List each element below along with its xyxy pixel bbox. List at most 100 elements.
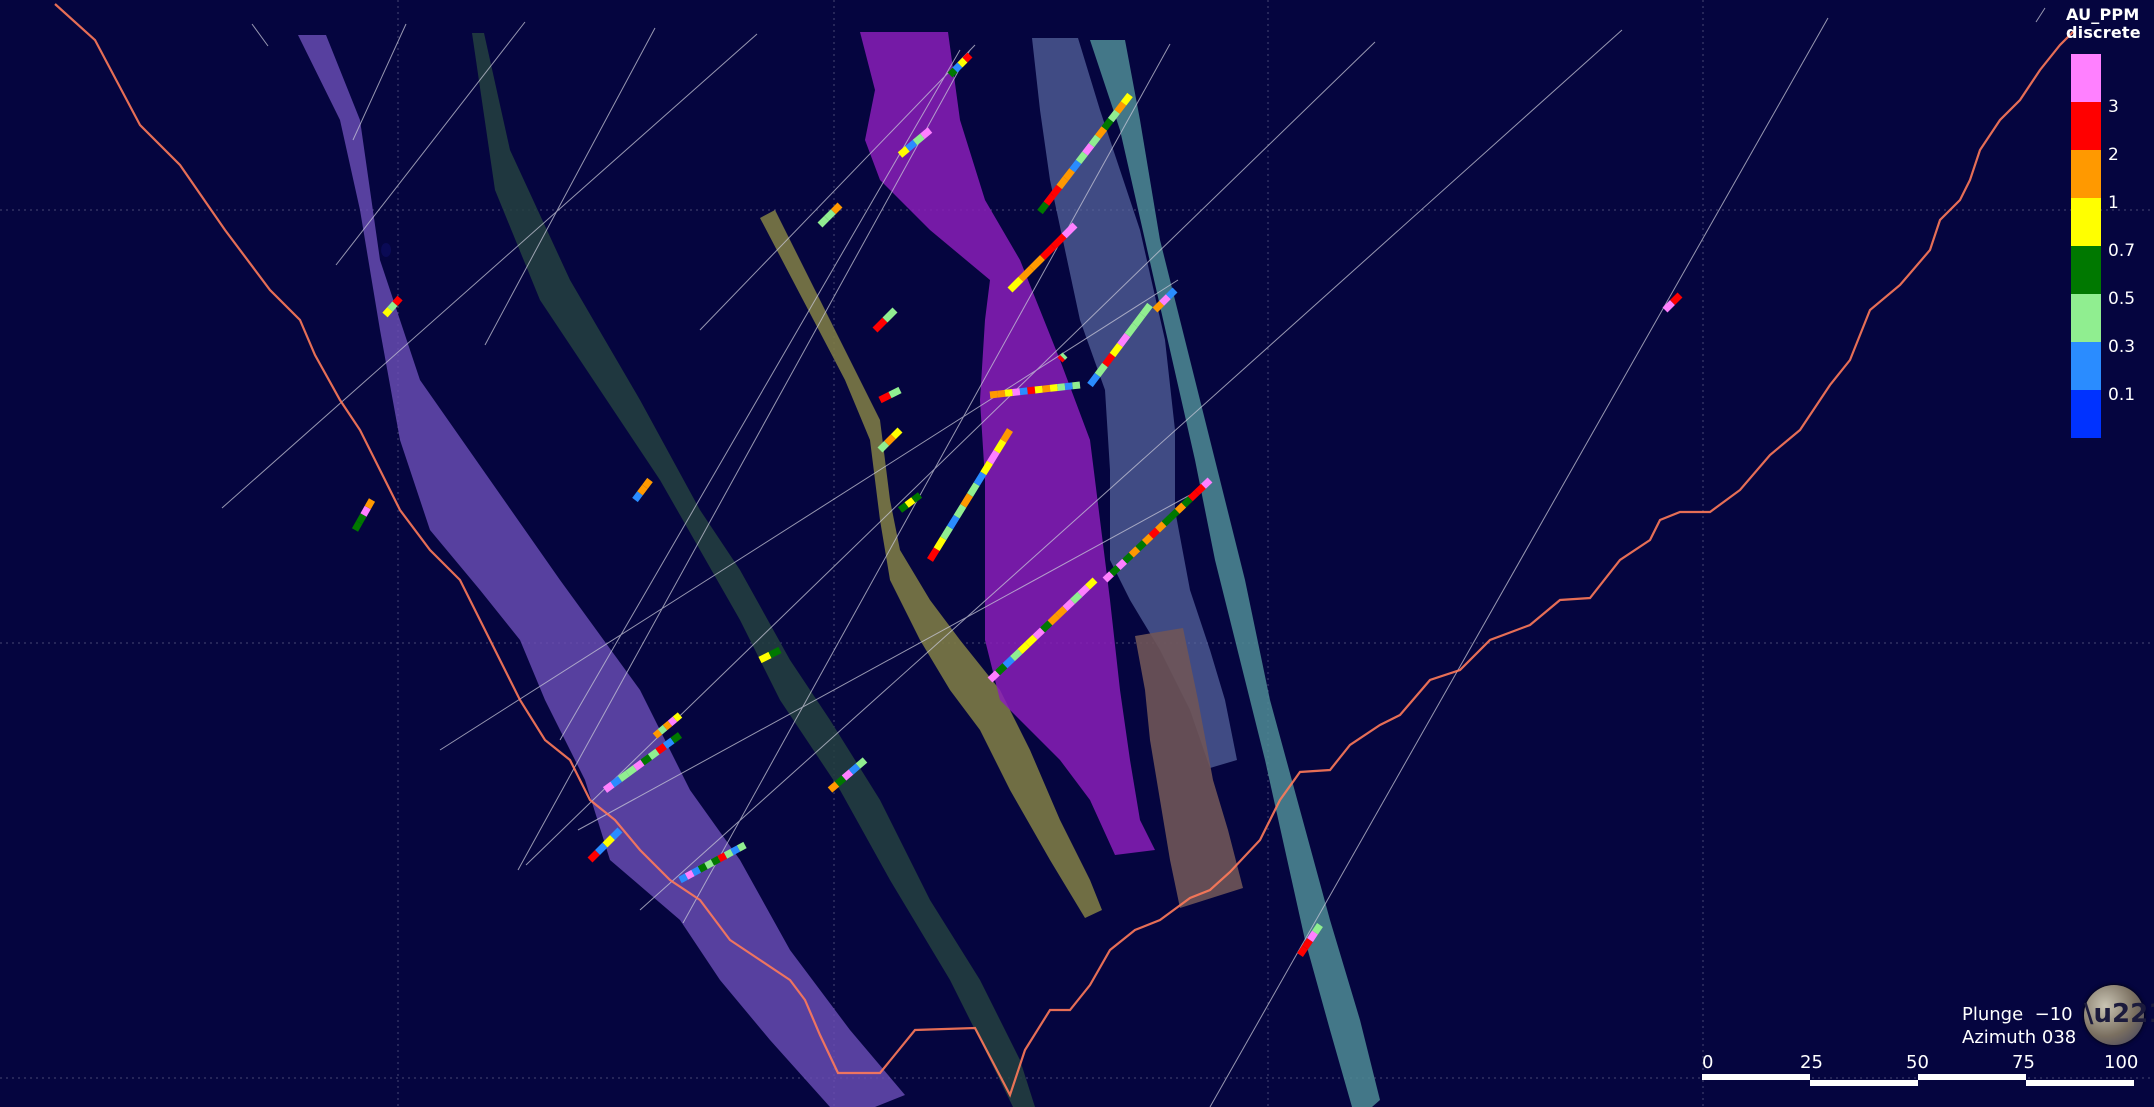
assay-interval-10-11 xyxy=(1000,428,1013,443)
assay-interval-21-0 xyxy=(877,440,890,453)
assay-interval-8-5 xyxy=(1061,222,1078,239)
assay-interval-1-1 xyxy=(387,301,398,312)
assay-interval-7-2 xyxy=(1050,184,1063,198)
assay-interval-17-2 xyxy=(1165,287,1178,300)
assay-interval-4-8 xyxy=(662,737,675,749)
assay-interval-13-1 xyxy=(1094,362,1108,378)
assay-interval-5-6 xyxy=(717,852,728,863)
legend-swatch-6 xyxy=(2071,342,2101,390)
assay-interval-19-0 xyxy=(1662,300,1675,313)
assay-interval-12-6 xyxy=(1141,533,1154,546)
legend-label-3: 3 xyxy=(2108,97,2119,117)
assay-interval-4-0 xyxy=(602,781,615,793)
assay-interval-4-1 xyxy=(610,776,623,788)
assay-interval-8-3 xyxy=(1040,244,1056,260)
vein-magenta xyxy=(860,32,1155,855)
assay-interval-24-4 xyxy=(855,757,868,769)
assay-interval-22-2 xyxy=(911,492,923,503)
assay-interval-11-8 xyxy=(1047,613,1060,626)
assay-interval-16-0 xyxy=(897,146,910,158)
assay-interval-12-5 xyxy=(1135,539,1147,552)
assay-interval-11-2 xyxy=(1002,656,1015,669)
assay-interval-16-3 xyxy=(920,127,933,139)
assay-interval-4-4 xyxy=(632,759,645,771)
assay-interval-0-3 xyxy=(364,498,376,510)
assay-interval-0-1 xyxy=(356,513,367,525)
assay-interval-22-1 xyxy=(904,497,916,508)
assay-interval-12-2 xyxy=(1115,558,1128,571)
scale-tick-100: 100 xyxy=(2104,1052,2139,1073)
assay-interval-10-6 xyxy=(967,482,980,497)
assay-interval-11-0 xyxy=(987,670,1000,683)
assay-interval-13-7 xyxy=(1139,302,1153,318)
assay-interval-26-1 xyxy=(888,386,902,399)
assay-interval-4-7 xyxy=(655,743,668,755)
assay-interval-11-7 xyxy=(1040,620,1053,633)
assay-interval-7-9 xyxy=(1095,126,1108,139)
vein-slate xyxy=(1032,38,1237,768)
assay-interval-5-7 xyxy=(723,848,734,859)
assay-interval-3-0 xyxy=(587,850,600,863)
assay-interval-7-5 xyxy=(1069,159,1082,173)
assay-interval-9-10 xyxy=(1064,382,1073,391)
assay-interval-12-7 xyxy=(1148,527,1160,539)
assay-interval-9-9 xyxy=(1057,383,1066,391)
vein-dark-teal xyxy=(472,33,1035,1107)
legend-swatch-3 xyxy=(2071,198,2101,246)
assay-interval-11-12 xyxy=(1077,584,1090,597)
assay-interval-11-1 xyxy=(995,663,1008,676)
assay-interval-5-8 xyxy=(730,845,741,856)
assay-interval-9-0 xyxy=(989,390,998,399)
assay-interval-7-0 xyxy=(1037,201,1050,215)
assay-interval-10-5 xyxy=(960,493,973,508)
scale-tick-0: 0 xyxy=(1702,1052,1714,1073)
scale-tick-75: 75 xyxy=(2012,1052,2035,1073)
assay-interval-25-0 xyxy=(872,317,888,333)
assay-interval-25-1 xyxy=(882,307,898,323)
assay-interval-16-1 xyxy=(905,139,918,152)
legend: AU_PPM discrete 3 2 1 0.7 0.5 0.3 0.1 xyxy=(2066,6,2152,438)
assay-interval-11-3 xyxy=(1010,648,1023,662)
assay-interval-8-4 xyxy=(1050,233,1067,250)
scale-bar: 0 25 50 75 100 xyxy=(1700,1050,2139,1090)
assay-interval-18-3 xyxy=(1312,923,1323,935)
assay-interval-9-8 xyxy=(1049,384,1058,392)
assay-interval-7-7 xyxy=(1082,143,1095,156)
assay-interval-21-2 xyxy=(890,427,903,440)
assay-interval-12-12 xyxy=(1181,496,1193,508)
assay-interval-3-1 xyxy=(595,842,608,855)
assay-interval-12-1 xyxy=(1109,564,1121,577)
assay-interval-10-3 xyxy=(947,514,960,530)
assay-interval-26-0 xyxy=(878,391,892,404)
compass-globe-icon[interactable]: \u2218S xyxy=(2084,985,2154,1045)
assay-interval-9-11 xyxy=(1072,381,1081,390)
assay-interval-15-3 xyxy=(962,52,973,63)
assay-interval-9-3 xyxy=(1012,388,1021,396)
legend-swatch-0 xyxy=(2071,54,2101,102)
assay-interval-7-1 xyxy=(1043,193,1056,206)
assay-interval-15-0 xyxy=(947,67,958,78)
assay-interval-5-9 xyxy=(736,841,747,852)
assay-interval-10-10 xyxy=(993,438,1007,454)
assay-interval-24-2 xyxy=(841,769,854,781)
assay-interval-23-1 xyxy=(768,646,782,659)
assay-interval-12-0 xyxy=(1102,571,1114,583)
legend-swatch-1 xyxy=(2071,102,2101,150)
assay-interval-17-0 xyxy=(1152,300,1165,313)
small-solid-dark xyxy=(381,243,391,257)
assay-interval-9-2 xyxy=(1004,389,1013,397)
assay-interval-2-4 xyxy=(672,712,683,722)
assay-interval-7-11 xyxy=(1107,109,1120,123)
assay-interval-15-1 xyxy=(952,62,963,73)
assay-interval-10-2 xyxy=(940,525,953,541)
assay-interval-7-6 xyxy=(1075,151,1088,164)
legend-swatch-2 xyxy=(2071,150,2101,198)
assay-interval-5-1 xyxy=(684,869,695,880)
assay-interval-3-2 xyxy=(602,835,615,848)
assay-interval-11-10 xyxy=(1062,598,1075,612)
assay-interval-14-0 xyxy=(817,215,830,228)
assay-interval-10-0 xyxy=(927,547,940,562)
assay-interval-2-3 xyxy=(667,716,678,727)
assay-interval-4-6 xyxy=(647,748,660,760)
